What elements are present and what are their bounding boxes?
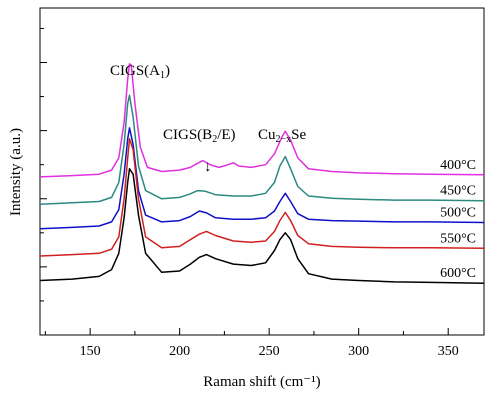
x-axis-title: Raman shift (cm⁻¹) — [203, 374, 320, 390]
series-line-1 — [39, 63, 485, 178]
series-line-4 — [39, 138, 485, 257]
series-label-5: 600°C — [440, 266, 476, 281]
series-label-1: 400°C — [440, 158, 476, 173]
y-ticks — [40, 27, 47, 302]
annotation-cu2xse: Cu2−xSe — [258, 127, 306, 145]
x-tick-label: 350 — [438, 344, 459, 359]
x-ticks: 150 200 250 300 350 — [44, 328, 459, 359]
series-line-3 — [39, 127, 485, 230]
series-label-3: 500°C — [440, 206, 476, 221]
plot-frame — [39, 7, 485, 336]
annotation-cigs-a1: CIGS(A1) — [110, 63, 170, 81]
arrow-down-icon: ↓ — [204, 159, 212, 175]
series-line-2 — [39, 94, 485, 205]
x-tick-label: 200 — [169, 344, 190, 359]
series-line-5 — [39, 168, 485, 284]
x-tick-label: 150 — [80, 344, 101, 359]
series-labels: 400°C 450°C 500°C 550°C 600°C — [440, 158, 476, 281]
series-label-2: 450°C — [440, 184, 476, 199]
x-tick-label: 300 — [348, 344, 369, 359]
x-tick-label: 250 — [259, 344, 280, 359]
y-axis-title: Intensity (a.u.) — [8, 128, 24, 216]
annotation-cigs-b2e: CIGS(B2/E) — [163, 127, 236, 145]
series-label-4: 550°C — [440, 231, 476, 246]
series-layer — [39, 63, 485, 284]
